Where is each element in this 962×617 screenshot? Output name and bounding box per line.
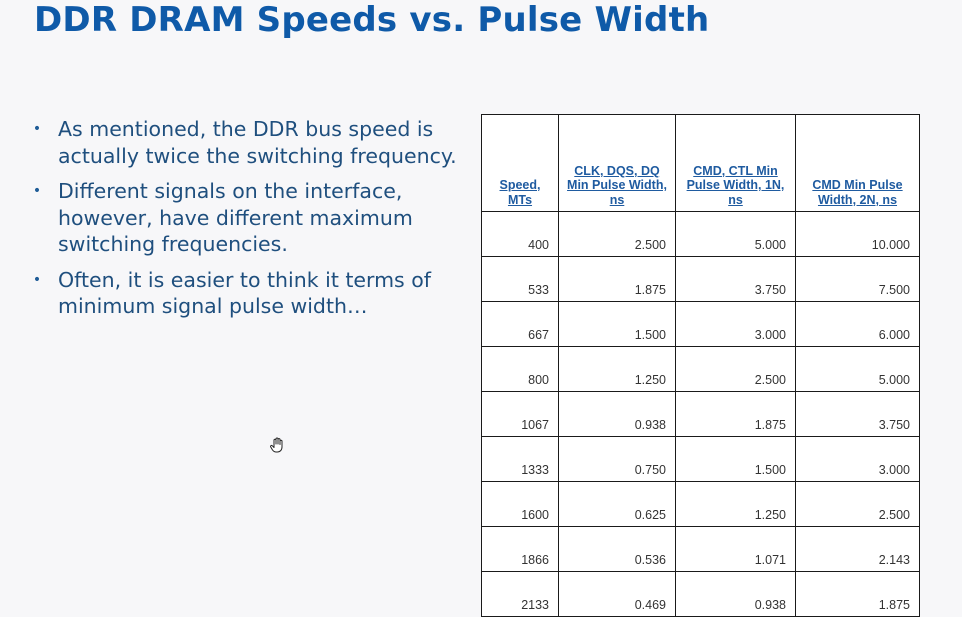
bullet-dot-icon: • (32, 271, 42, 288)
cell-clk-dqs-dq: 2.500 (558, 211, 676, 257)
table-row: 1600 0.625 1.250 2.500 (481, 481, 920, 527)
cell-speed: 800 (481, 346, 559, 392)
bullet-dot-icon: • (32, 121, 42, 137)
table-body: 400 2.500 5.000 10.000 533 1.875 3.750 7.500 667… (481, 211, 920, 617)
table-header-row: Speed, MTs CLK, DQS, DQ Min Pulse Width,… (481, 114, 920, 212)
header-cmd-2n: CMD Min Pulse Width, 2N, ns (795, 114, 920, 212)
cell-clk-dqs-dq: 0.938 (558, 391, 676, 437)
cell-speed: 533 (481, 256, 559, 302)
cell-cmd-ctl-1n: 1.500 (675, 436, 796, 482)
cell-cmd-2n: 5.000 (795, 346, 920, 392)
table-row: 800 1.250 2.500 5.000 (481, 346, 920, 392)
header-speed: Speed, MTs (481, 114, 559, 212)
bullet-text: As mentioned, the DDR bus speed is actua… (58, 117, 457, 168)
bullet-item: • Different signals on the interface, ho… (30, 178, 475, 258)
cell-clk-dqs-dq: 0.469 (558, 571, 676, 617)
cell-cmd-ctl-1n: 1.250 (675, 481, 796, 527)
cell-cmd-2n: 10.000 (795, 211, 920, 257)
table-row: 533 1.875 3.750 7.500 (481, 256, 920, 302)
header-clk-dqs-dq-label: CLK, DQS, DQ Min Pulse Width, ns (567, 163, 667, 207)
table-row: 1067 0.938 1.875 3.750 (481, 391, 920, 437)
bullet-item: • As mentioned, the DDR bus speed is act… (30, 116, 475, 169)
cell-cmd-2n: 2.143 (795, 526, 920, 572)
cell-cmd-ctl-1n: 1.875 (675, 391, 796, 437)
cell-speed: 1866 (481, 526, 559, 572)
cell-clk-dqs-dq: 1.875 (558, 256, 676, 302)
cell-speed: 1333 (481, 436, 559, 482)
cell-clk-dqs-dq: 0.536 (558, 526, 676, 572)
cell-cmd-ctl-1n: 0.938 (675, 571, 796, 617)
cell-cmd-2n: 3.750 (795, 391, 920, 437)
bullet-text: Different signals on the interface, howe… (58, 179, 413, 256)
bullet-dot-icon: • (32, 183, 42, 199)
table-row: 1866 0.536 1.071 2.143 (481, 526, 920, 572)
cell-speed: 400 (481, 211, 559, 257)
bullet-item: • Often, it is easier to think it terms … (30, 267, 475, 320)
cell-clk-dqs-dq: 0.750 (558, 436, 676, 482)
cell-cmd-ctl-1n: 5.000 (675, 211, 796, 257)
cell-cmd-ctl-1n: 3.750 (675, 256, 796, 302)
header-cmd-ctl-1n: CMD, CTL Min Pulse Width, 1N, ns (675, 114, 796, 212)
cell-speed: 667 (481, 301, 559, 347)
table-row: 400 2.500 5.000 10.000 (481, 211, 920, 257)
cell-speed: 2133 (481, 571, 559, 617)
cell-speed: 1067 (481, 391, 559, 437)
header-cmd-ctl-1n-label: CMD, CTL Min Pulse Width, 1N, ns (686, 163, 785, 207)
cell-clk-dqs-dq: 1.250 (558, 346, 676, 392)
bullet-text: Often, it is easier to think it terms of… (58, 267, 432, 319)
header-speed-label: Speed, MTs (499, 178, 541, 207)
table-row: 667 1.500 3.000 6.000 (481, 301, 920, 347)
cell-clk-dqs-dq: 1.500 (558, 301, 676, 347)
cell-cmd-ctl-1n: 2.500 (675, 346, 796, 392)
cell-cmd-2n: 7.500 (795, 256, 920, 302)
pulse-width-table: Speed, MTs CLK, DQS, DQ Min Pulse Width,… (481, 114, 920, 617)
slide-title: DDR DRAM Speeds vs. Pulse Width (34, 0, 710, 40)
hand-cursor-icon (270, 437, 283, 453)
cell-cmd-ctl-1n: 3.000 (675, 301, 796, 347)
header-cmd-2n-label: CMD Min Pulse Width, 2N, ns (812, 178, 903, 207)
table-row: 1333 0.750 1.500 3.000 (481, 436, 920, 482)
pulse-width-table-container: Speed, MTs CLK, DQS, DQ Min Pulse Width,… (481, 114, 920, 617)
bullet-list: • As mentioned, the DDR bus speed is act… (30, 116, 475, 329)
cell-cmd-2n: 6.000 (795, 301, 920, 347)
table-row: 2133 0.469 0.938 1.875 (481, 571, 920, 617)
cell-cmd-ctl-1n: 1.071 (675, 526, 796, 572)
cell-cmd-2n: 3.000 (795, 436, 920, 482)
cell-cmd-2n: 1.875 (795, 571, 920, 617)
cell-clk-dqs-dq: 0.625 (558, 481, 676, 527)
header-clk-dqs-dq: CLK, DQS, DQ Min Pulse Width, ns (558, 114, 676, 212)
cell-cmd-2n: 2.500 (795, 481, 920, 527)
cell-speed: 1600 (481, 481, 559, 527)
